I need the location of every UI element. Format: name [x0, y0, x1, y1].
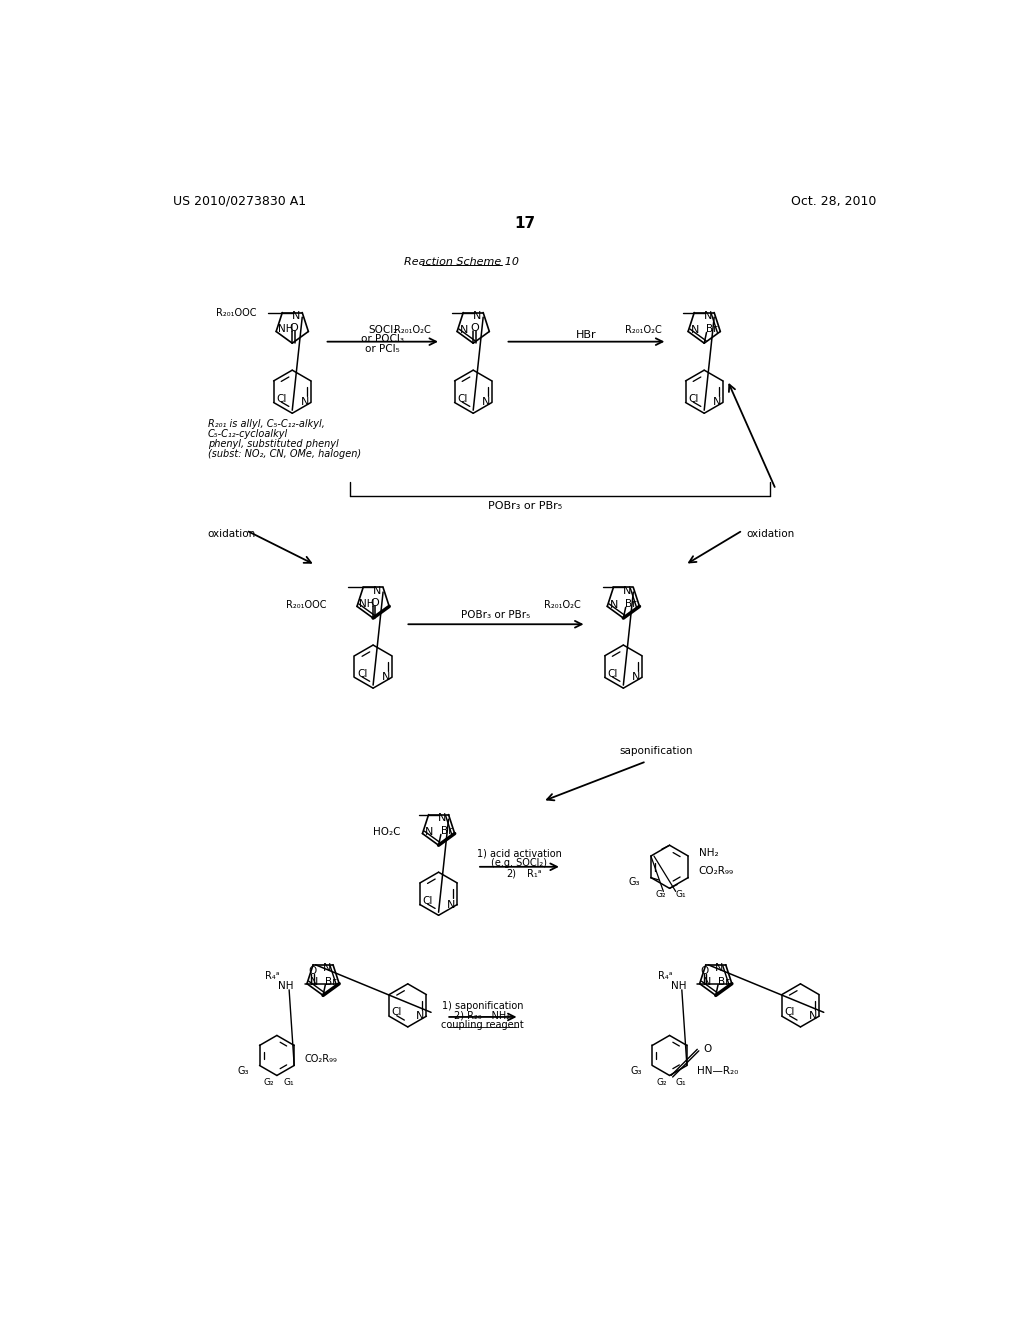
Text: G₂: G₂	[264, 1078, 274, 1086]
Text: O: O	[308, 966, 316, 977]
Text: CO₂R₉₉: CO₂R₉₉	[698, 866, 734, 875]
Text: Cl: Cl	[391, 1007, 402, 1018]
Text: HBr: HBr	[577, 330, 597, 341]
Text: (e.g. SOCl₂): (e.g. SOCl₂)	[492, 858, 548, 869]
Text: N: N	[809, 1011, 817, 1022]
Text: R₂₀₁OOC: R₂₀₁OOC	[215, 308, 256, 318]
Text: Br: Br	[626, 599, 637, 610]
Text: NH₂: NH₂	[698, 847, 719, 858]
Text: POBr₃ or PBr₅: POBr₃ or PBr₅	[487, 502, 562, 511]
Text: R₂₀₁ is allyl, C₅-C₁₂-alkyl,: R₂₀₁ is allyl, C₅-C₁₂-alkyl,	[208, 418, 325, 429]
Text: 2): 2)	[506, 869, 516, 879]
Text: O: O	[700, 966, 709, 977]
Text: coupling reagent: coupling reagent	[441, 1019, 524, 1030]
Text: O: O	[470, 323, 479, 333]
Text: Br: Br	[718, 977, 729, 986]
Text: Br: Br	[440, 826, 452, 837]
Text: N: N	[703, 310, 713, 321]
Text: NH: NH	[279, 981, 294, 991]
Text: phenyl, substituted phenyl: phenyl, substituted phenyl	[208, 440, 338, 449]
Text: N: N	[691, 325, 699, 335]
Text: O: O	[371, 598, 379, 607]
Text: N: N	[446, 899, 456, 909]
Text: N: N	[610, 599, 618, 610]
Text: saponification: saponification	[620, 746, 693, 756]
Text: N: N	[309, 977, 318, 987]
Text: NH: NH	[279, 325, 294, 334]
Text: Cl: Cl	[423, 896, 433, 906]
Text: G₂: G₂	[655, 890, 666, 899]
Text: HN—R₂₀: HN—R₂₀	[697, 1065, 738, 1076]
Text: R₂₀₁O₂C: R₂₀₁O₂C	[545, 601, 581, 610]
Text: Cl: Cl	[276, 393, 287, 404]
Text: N: N	[425, 828, 433, 837]
Text: Cl: Cl	[357, 668, 368, 678]
Text: NH: NH	[359, 599, 375, 609]
Text: N: N	[460, 325, 468, 335]
Text: N: N	[301, 397, 309, 408]
Text: G₃: G₃	[631, 1065, 642, 1076]
Text: N: N	[632, 672, 640, 682]
Text: Cl: Cl	[688, 393, 698, 404]
Text: or PCl₅: or PCl₅	[366, 343, 400, 354]
Text: N: N	[473, 310, 481, 321]
Text: O: O	[290, 323, 298, 333]
Text: SOCl₂: SOCl₂	[368, 325, 397, 335]
Text: N: N	[292, 310, 300, 321]
Text: G₁: G₁	[283, 1078, 294, 1086]
Text: G₁: G₁	[676, 890, 686, 899]
Text: oxidation: oxidation	[208, 529, 256, 539]
Text: NH: NH	[671, 981, 686, 991]
Text: Cl: Cl	[784, 1007, 795, 1018]
Text: HO₂C: HO₂C	[373, 828, 400, 837]
Text: R₁ᵃ: R₁ᵃ	[527, 869, 542, 879]
Text: N: N	[373, 586, 381, 595]
Text: 17: 17	[514, 216, 536, 231]
Text: R₂₀₁OOC: R₂₀₁OOC	[287, 601, 327, 610]
Text: N: N	[702, 977, 711, 987]
Text: G₃: G₃	[629, 878, 640, 887]
Text: Br: Br	[707, 325, 718, 334]
Text: R₂₀₁O₂C: R₂₀₁O₂C	[625, 325, 662, 335]
Text: Cl: Cl	[457, 393, 467, 404]
Text: or POCl₃: or POCl₃	[361, 334, 404, 345]
Text: Cl: Cl	[607, 668, 617, 678]
Text: C₅-C₁₂-cycloalkyl: C₅-C₁₂-cycloalkyl	[208, 429, 288, 440]
Text: Reaction Scheme 10: Reaction Scheme 10	[404, 257, 519, 267]
Text: R₄ᵃ: R₄ᵃ	[658, 972, 673, 981]
Text: (subst: NO₂, CN, OMe, halogen): (subst: NO₂, CN, OMe, halogen)	[208, 449, 360, 459]
Text: 1) saponification: 1) saponification	[441, 1001, 523, 1011]
Text: CO₂R₉₉: CO₂R₉₉	[304, 1055, 338, 1064]
Text: N: N	[713, 397, 721, 408]
Text: N: N	[323, 962, 331, 973]
Text: N: N	[416, 1011, 425, 1022]
Text: N: N	[438, 813, 446, 822]
Text: POBr₃ or PBr₅: POBr₃ or PBr₅	[461, 610, 530, 620]
Text: 2) R₂₀—NH₂: 2) R₂₀—NH₂	[455, 1010, 511, 1020]
Text: R₄ᵃ: R₄ᵃ	[265, 972, 280, 981]
Text: G₁: G₁	[676, 1078, 686, 1086]
Text: N: N	[716, 962, 724, 973]
Text: O: O	[703, 1044, 712, 1055]
Text: N: N	[381, 672, 390, 682]
Text: N: N	[481, 397, 489, 408]
Text: Oct. 28, 2010: Oct. 28, 2010	[792, 194, 877, 207]
Text: oxidation: oxidation	[746, 529, 795, 539]
Text: G₂: G₂	[656, 1078, 668, 1086]
Text: N: N	[623, 586, 632, 595]
Text: R₂₀₁O₂C: R₂₀₁O₂C	[394, 325, 431, 335]
Text: G₃: G₃	[238, 1065, 249, 1076]
Text: 1) acid activation: 1) acid activation	[477, 849, 562, 859]
Text: US 2010/0273830 A1: US 2010/0273830 A1	[173, 194, 306, 207]
Text: Br: Br	[325, 977, 337, 986]
